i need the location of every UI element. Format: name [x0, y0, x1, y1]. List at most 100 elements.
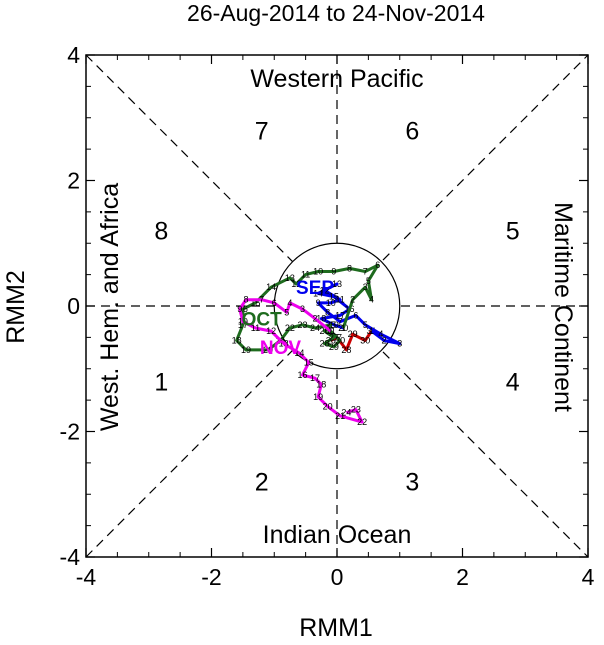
- day-label: 11: [335, 295, 344, 305]
- day-label: 16: [297, 370, 307, 380]
- day-label: 17: [335, 310, 345, 320]
- day-label: 8: [347, 263, 352, 273]
- day-label: 18: [316, 379, 326, 389]
- day-label: 14: [294, 348, 304, 358]
- day-label: 9: [237, 304, 242, 314]
- day-label: 1: [369, 326, 374, 336]
- day-label: 1: [328, 326, 333, 336]
- phase-label-5: 5: [506, 218, 520, 246]
- day-label: 15: [250, 298, 260, 308]
- day-label: 16: [238, 304, 248, 314]
- month-label-nov: NOV: [260, 338, 302, 359]
- day-label: 12: [319, 285, 329, 295]
- day-label: 11: [301, 270, 310, 280]
- x-tick-label: 2: [456, 564, 469, 590]
- phase-label-7: 7: [255, 117, 269, 145]
- phase-label-4: 4: [506, 368, 520, 396]
- day-label: 31: [326, 326, 336, 336]
- day-label: 3: [363, 282, 368, 292]
- day-label: 7: [338, 317, 343, 327]
- day-label: 18: [316, 314, 326, 324]
- day-label: 20: [263, 345, 273, 355]
- day-label: 24: [310, 323, 320, 333]
- day-label: 18: [232, 336, 242, 346]
- day-label: 7: [363, 266, 368, 276]
- day-label: 8: [325, 307, 330, 317]
- day-label: 21: [335, 411, 345, 421]
- day-label: 2: [350, 295, 355, 305]
- day-label: 22: [285, 323, 295, 333]
- day-label: 6: [375, 260, 380, 270]
- y-tick-label: -4: [60, 544, 81, 570]
- region-label-left: West. Hem. and Africa: [96, 183, 124, 431]
- day-label: 3: [300, 304, 305, 314]
- day-label: 5: [363, 320, 368, 330]
- month-label-oct: OCT: [242, 310, 283, 331]
- day-label: 15: [329, 292, 339, 302]
- day-label: 2: [313, 314, 318, 324]
- day-label: 27: [329, 332, 339, 342]
- day-label: 5: [366, 276, 371, 286]
- day-label: 9: [316, 298, 321, 308]
- day-label: 4: [287, 298, 292, 308]
- region-label-right: Maritime Continent: [549, 202, 577, 412]
- series-line-sep: [316, 282, 402, 346]
- guide-line-0: [85, 54, 589, 558]
- y-tick-label: 2: [67, 168, 80, 194]
- phase-label-8: 8: [154, 218, 168, 246]
- day-label: 15: [304, 357, 314, 367]
- day-label: 10: [313, 266, 323, 276]
- day-label: 10: [238, 317, 248, 327]
- day-label: 19: [329, 320, 339, 330]
- guide-line-1: [85, 54, 589, 558]
- x-tick-label: -2: [201, 564, 221, 590]
- day-label: 13: [285, 273, 295, 283]
- x-tick-label: 0: [331, 564, 344, 590]
- day-label: 9: [331, 266, 336, 276]
- day-label: 11: [251, 323, 260, 333]
- month-label-sep: SEP: [296, 278, 334, 299]
- day-label: 25: [326, 320, 336, 330]
- y-axis-label: RMM2: [2, 270, 30, 344]
- day-label: 4: [369, 295, 374, 305]
- day-label: 23: [351, 405, 361, 415]
- day-label: 8: [244, 295, 249, 305]
- day-label: 7: [259, 295, 264, 305]
- day-label: 1: [341, 323, 346, 333]
- region-label-bottom: Indian Ocean: [263, 521, 412, 549]
- phase-label-3: 3: [405, 469, 419, 497]
- day-label: 4: [378, 329, 383, 339]
- y-tick-label: 4: [67, 42, 80, 68]
- phase-label-6: 6: [405, 117, 419, 145]
- day-label: 20: [323, 401, 333, 411]
- day-label: 26: [319, 326, 329, 336]
- grid-layer: [85, 54, 589, 558]
- x-axis-label: RMM1: [299, 614, 373, 640]
- phase-label-1: 1: [154, 368, 168, 396]
- day-label: 30: [335, 336, 345, 346]
- series-line-nov: [238, 298, 364, 424]
- day-label: 28: [319, 339, 329, 349]
- day-label: 19: [241, 345, 251, 355]
- day-label: 6: [353, 310, 358, 320]
- chart-title: 26-Aug-2014 to 24-Nov-2014: [187, 0, 485, 26]
- day-label: 23: [297, 320, 307, 330]
- day-label: 3: [397, 339, 402, 349]
- day-label: 10: [326, 298, 336, 308]
- day-label: 19: [313, 392, 323, 402]
- day-label: 6: [272, 298, 277, 308]
- day-label: 2: [382, 336, 387, 346]
- day-label: 29: [348, 329, 358, 339]
- day-label: 13: [279, 339, 289, 349]
- day-label: 22: [357, 417, 367, 427]
- day-label: 30: [360, 336, 370, 346]
- x-tick-label: 4: [582, 564, 595, 590]
- day-label: 24: [341, 408, 351, 418]
- region-label-top: Western Pacific: [250, 65, 423, 93]
- x-tick-label: -4: [76, 564, 97, 590]
- day-label: 12: [291, 279, 301, 289]
